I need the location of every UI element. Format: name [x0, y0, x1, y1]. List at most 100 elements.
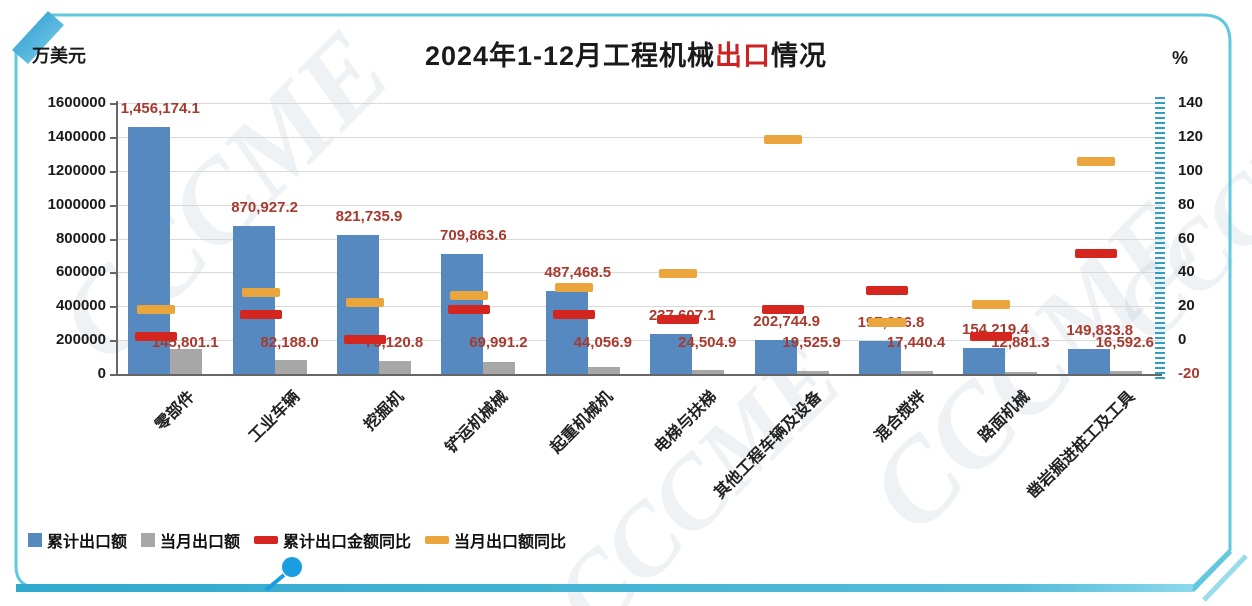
left-axis-tick — [110, 238, 118, 241]
gridline — [118, 238, 1162, 240]
bar-monthly-export — [483, 362, 516, 374]
marker-monthly-yoy — [972, 299, 1011, 309]
bar-cumulative-export — [963, 347, 1006, 374]
left-axis-line — [116, 101, 118, 374]
data-label-monthly: 19,525.9 — [782, 334, 841, 351]
left-axis-tick-label: 400000 — [55, 297, 106, 315]
left-axis-tick-label: 800000 — [55, 229, 106, 247]
data-label-cumulative: 1,456,174.1 — [120, 100, 200, 118]
legend-item-monthly-yoy: 当月出口额同比 — [425, 528, 566, 552]
legend: 累计出口额 当月出口额 累计出口金额同比 当月出口额同比 — [28, 528, 566, 552]
left-axis-tick-label: 1600000 — [47, 94, 106, 111]
legend-label: 当月出口额 — [160, 534, 241, 551]
left-axis-tick-label: 0 — [97, 365, 106, 382]
legend-swatch-cumulative-yoy — [254, 536, 279, 544]
data-label-monthly: 69,991.2 — [469, 334, 528, 351]
gridline — [118, 306, 1162, 308]
right-axis-tick-label: 0 — [1178, 331, 1187, 349]
data-label-cumulative: 821,735.9 — [335, 207, 403, 225]
marker-cumulative-yoy — [448, 304, 491, 314]
data-label-monthly: 82,188.0 — [260, 334, 319, 351]
data-label-monthly: 17,440.4 — [886, 334, 946, 351]
bar-monthly-export — [692, 369, 725, 374]
legend-label: 累计出口金额同比 — [283, 534, 412, 551]
left-axis-unit: 万美元 — [32, 46, 86, 66]
category-label: 其他工程车辆及设备 — [711, 388, 825, 503]
left-axis-tick — [110, 170, 118, 173]
legend-label: 当月出口额同比 — [454, 534, 567, 551]
bar-monthly-export — [901, 371, 933, 374]
right-axis-ruler — [1155, 97, 1165, 382]
legend-swatch-cumulative-export — [28, 533, 42, 547]
right-axis-tick-label: -20 — [1178, 365, 1200, 382]
left-axis-tick — [110, 306, 118, 309]
left-axis-tick-label: 1400000 — [47, 127, 106, 145]
marker-monthly-yoy — [868, 318, 906, 328]
marker-monthly-yoy — [346, 297, 384, 307]
left-axis-tick — [110, 204, 118, 207]
left-axis-tick — [110, 103, 118, 105]
bar-cumulative-export — [650, 333, 693, 374]
bar-monthly-export — [1109, 371, 1142, 374]
right-axis-tick-label: 60 — [1178, 229, 1195, 247]
marker-monthly-yoy — [137, 304, 176, 314]
category-label: 铲运机械械 — [443, 388, 512, 457]
category-label: 挖掘机 — [361, 388, 408, 435]
chart-title-red: 出口 — [715, 41, 772, 71]
bar-monthly-export — [1005, 371, 1038, 374]
marker-monthly-yoy — [659, 269, 698, 279]
data-label-monthly: 24,504.9 — [677, 334, 737, 351]
right-axis-tick-label: 80 — [1178, 195, 1195, 213]
legend-item-cumulative-yoy: 累计出口金额同比 — [254, 528, 411, 552]
bar-cumulative-export — [441, 253, 484, 374]
left-axis-tick-label: 1200000 — [47, 161, 106, 179]
gridline — [118, 103, 1162, 104]
marker-cumulative-yoy — [970, 331, 1013, 341]
data-label-monthly: 44,056.9 — [573, 334, 632, 351]
data-label-monthly: 16,592.6 — [1095, 334, 1154, 351]
gridline — [118, 272, 1162, 274]
right-axis-tick-label: 100 — [1178, 161, 1204, 179]
data-label-cumulative: 202,744.9 — [753, 312, 820, 330]
marker-monthly-yoy — [450, 291, 489, 301]
bar-monthly-export — [587, 366, 620, 374]
gridline — [118, 340, 1162, 342]
bar-monthly-export — [379, 361, 411, 374]
category-label: 混合搅拌 — [871, 388, 930, 446]
left-axis-tick-label: 1000000 — [47, 195, 106, 213]
left-axis-tick-label: 200000 — [55, 331, 106, 349]
bar-monthly-export — [274, 360, 307, 374]
marker-monthly-yoy — [554, 282, 593, 292]
left-axis-tick — [110, 272, 118, 275]
marker-cumulative-yoy — [135, 331, 178, 341]
legend-swatch-monthly-yoy — [425, 536, 450, 544]
bar-cumulative-export — [859, 340, 901, 374]
marker-cumulative-yoy — [761, 304, 804, 314]
bar-cumulative-export — [1067, 348, 1110, 374]
bottom-axis-line — [116, 374, 1162, 376]
marker-cumulative-yoy — [866, 286, 908, 295]
bar-cumulative-export — [545, 291, 588, 374]
marker-cumulative-yoy — [344, 335, 386, 345]
left-axis-tick — [110, 340, 118, 343]
gridline — [118, 170, 1162, 172]
legend-item-monthly-export: 当月出口额 — [141, 528, 240, 552]
marker-monthly-yoy — [241, 287, 280, 297]
legend-item-cumulative-export: 累计出口额 — [28, 528, 127, 552]
chart-title-black2: 情况 — [771, 41, 828, 71]
right-axis-tick-label: 40 — [1178, 263, 1195, 281]
chart-title: 2024年1-12月工程机械出口情况 — [0, 34, 1252, 73]
right-axis-tick-label: 120 — [1178, 127, 1204, 145]
data-label-cumulative: 709,863.6 — [440, 226, 507, 244]
legend-label: 累计出口额 — [47, 534, 128, 551]
marker-monthly-yoy — [1076, 157, 1115, 167]
right-axis-unit: % — [1172, 48, 1189, 68]
category-label: 工业车辆 — [245, 388, 303, 446]
category-label: 零部件 — [152, 388, 199, 435]
left-axis-tick — [110, 374, 118, 376]
right-axis-tick-label: 20 — [1178, 297, 1195, 315]
category-label: 电梯与扶梯 — [651, 388, 721, 457]
legend-swatch-monthly-export — [141, 533, 156, 547]
